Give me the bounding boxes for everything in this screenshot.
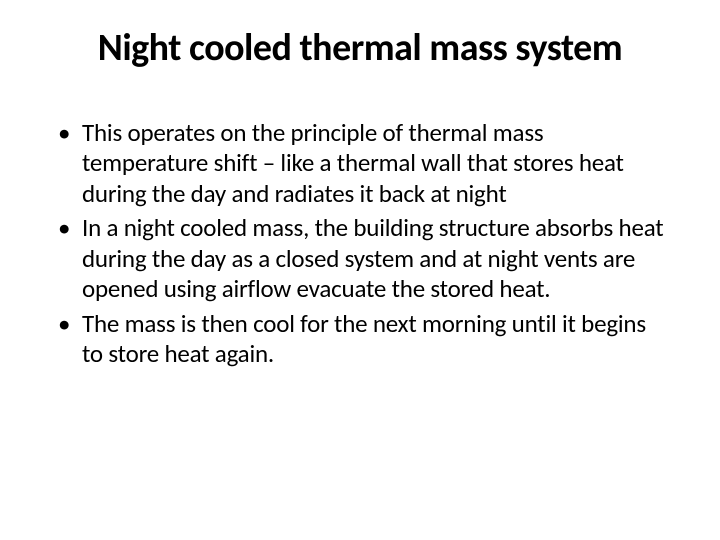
slide-title: Night cooled thermal mass system <box>48 28 672 70</box>
bullet-item: The mass is then cool for the next morni… <box>48 309 672 370</box>
bullet-item: In a night cooled mass, the building str… <box>48 213 672 305</box>
bullet-list: This operates on the principle of therma… <box>48 118 672 370</box>
bullet-item: This operates on the principle of therma… <box>48 118 672 210</box>
